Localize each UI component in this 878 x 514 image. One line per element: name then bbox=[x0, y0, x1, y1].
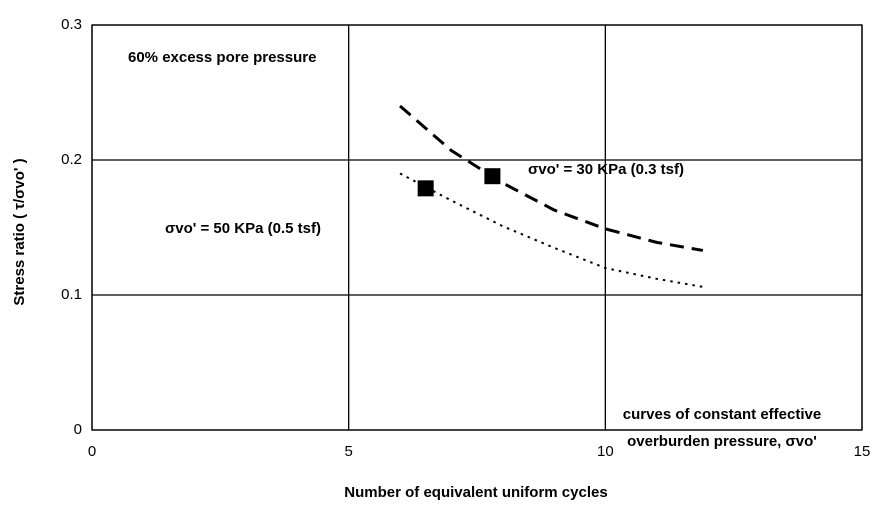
x-axis-label: Number of equivalent uniform cycles bbox=[344, 484, 607, 501]
y-tick-label: 0.1 bbox=[61, 286, 82, 303]
x-tick-label: 15 bbox=[854, 443, 871, 460]
series-line bbox=[399, 104, 704, 252]
y-tick-label: 0.2 bbox=[61, 151, 82, 168]
x-tick-label: 10 bbox=[597, 443, 614, 460]
y-axis-label: Stress ratio ( τ/σvo' ) bbox=[11, 158, 28, 305]
series-line bbox=[399, 172, 704, 288]
annotation: overburden pressure, σvo' bbox=[627, 433, 817, 450]
series-label: σvo' = 50 KPa (0.5 tsf) bbox=[165, 220, 321, 237]
x-tick-label: 5 bbox=[344, 443, 352, 460]
series-label: σvo' = 30 KPa (0.3 tsf) bbox=[528, 161, 684, 178]
data-point bbox=[484, 168, 501, 185]
annotation: curves of constant effective bbox=[623, 406, 821, 423]
y-tick-label: 0.3 bbox=[61, 16, 82, 33]
data-point bbox=[417, 180, 434, 197]
x-tick-label: 0 bbox=[88, 443, 96, 460]
y-tick-label: 0 bbox=[74, 421, 82, 438]
annotation: 60% excess pore pressure bbox=[128, 49, 316, 66]
plot-frame bbox=[91, 24, 863, 431]
